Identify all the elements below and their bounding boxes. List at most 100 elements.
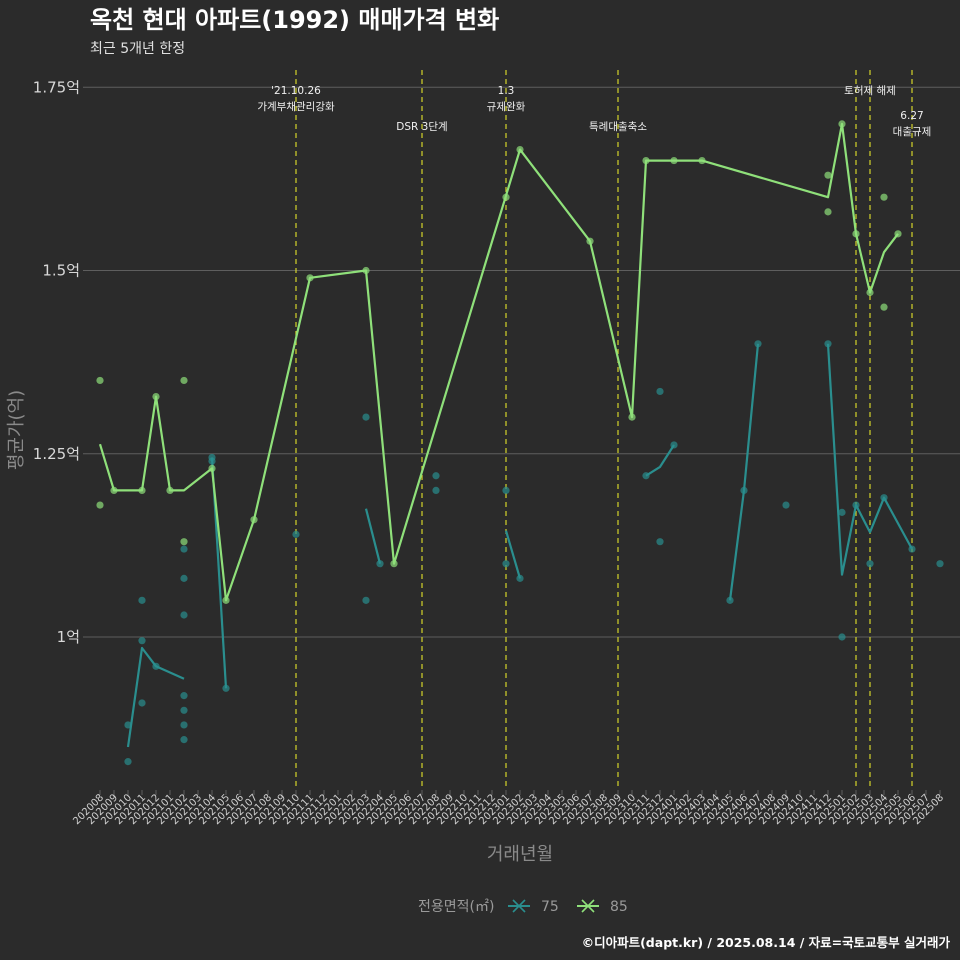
legend-label: 85 (610, 899, 628, 915)
source-caption: ©디아파트(dapt.kr) / 2025.08.14 / 자료=국토교통부 실… (582, 935, 951, 950)
series-line-75 (126, 646, 185, 748)
policy-annotation: 규제완화 (487, 100, 526, 113)
data-point-85 (110, 486, 118, 494)
data-point-85 (222, 596, 230, 604)
policy-annotation: 가계부채관리강화 (257, 101, 335, 113)
data-point-75 (516, 574, 524, 582)
data-point-75 (180, 706, 188, 714)
policy-annotation: 대출규제 (893, 126, 932, 138)
data-point-75 (656, 387, 664, 396)
data-point-75 (838, 508, 846, 516)
series-layer (96, 120, 944, 766)
data-point-85 (96, 376, 104, 385)
data-point-85 (642, 156, 650, 165)
chart-title: 옥천 현대 아파트(1992) 매매가격 변화 (90, 6, 499, 34)
data-point-85 (894, 230, 902, 238)
data-point-75 (208, 457, 216, 465)
data-point-75 (180, 545, 188, 553)
data-point-85 (208, 464, 216, 473)
data-point-75 (292, 530, 300, 538)
data-point-85 (698, 156, 706, 165)
data-point-85 (96, 501, 104, 509)
data-point-85 (852, 230, 860, 238)
x-axis-title: 거래년월 (487, 844, 553, 865)
policy-annotation: 특례대출축소 (589, 121, 647, 133)
policy-annotation: 6.27 (900, 110, 923, 122)
data-point-75 (740, 486, 748, 494)
legend-label: 75 (541, 899, 559, 915)
data-point-75 (432, 472, 440, 480)
data-point-85 (362, 266, 370, 275)
data-point-85 (166, 486, 174, 494)
data-point-75 (180, 736, 188, 744)
data-point-75 (138, 596, 146, 604)
series-line-75 (645, 444, 675, 477)
policy-annotation: 1.3 (498, 85, 515, 97)
data-point-85 (586, 237, 594, 245)
legend: 전용면적(㎡) 75 85 (418, 899, 628, 915)
data-point-75 (880, 494, 888, 502)
legend-swatch-cross (581, 899, 595, 913)
y-tick-label: 1.75억 (33, 78, 80, 96)
legend-items: 75 85 (508, 899, 628, 915)
data-point-75 (180, 721, 188, 729)
series-line-75 (504, 530, 522, 579)
data-point-75 (936, 560, 944, 568)
data-point-75 (502, 560, 510, 568)
data-point-85 (138, 486, 146, 494)
data-point-85 (390, 560, 398, 568)
series-line-75 (826, 343, 913, 576)
data-point-75 (152, 662, 160, 670)
data-point-75 (642, 472, 650, 480)
data-point-75 (124, 721, 132, 729)
chart-subtitle: 최근 5개년 한정 (90, 41, 185, 57)
policy-annotation: '21.10.26 (271, 85, 321, 97)
data-point-85 (516, 145, 524, 154)
series-line-75 (728, 343, 760, 601)
data-point-75 (754, 340, 762, 348)
data-point-75 (852, 501, 860, 509)
data-point-85 (866, 288, 874, 297)
series-line-75 (364, 508, 382, 564)
data-point-75 (726, 596, 734, 604)
policy-annotation: DSR 3단계 (396, 121, 447, 133)
data-point-75 (866, 560, 874, 568)
data-point-75 (670, 441, 678, 449)
data-point-85 (670, 156, 678, 165)
data-point-75 (782, 501, 790, 509)
data-point-85 (824, 171, 832, 179)
data-point-85 (880, 193, 888, 201)
legend-title: 전용면적(㎡) (418, 899, 494, 915)
legend-item-85: 85 (577, 899, 628, 915)
data-point-75 (362, 413, 370, 421)
data-point-75 (138, 699, 146, 707)
data-point-75 (376, 560, 384, 568)
policy-annotation: 토허제 해제 (844, 84, 896, 97)
data-point-75 (362, 596, 370, 604)
data-point-85 (502, 193, 510, 201)
data-point-75 (124, 758, 132, 766)
legend-item-75: 75 (508, 899, 559, 915)
y-tick-label: 1.5억 (42, 262, 80, 280)
data-point-75 (222, 684, 230, 692)
x-ticks: 2020082020092020102020112020122021012021… (71, 790, 946, 827)
data-point-85 (180, 376, 188, 385)
data-point-75 (180, 574, 188, 582)
y-axis-title: 평균가(억) (6, 390, 27, 470)
grid-layer (90, 86, 960, 638)
y-tick-label: 1.25억 (33, 445, 80, 463)
data-point-75 (656, 538, 664, 546)
data-point-85 (838, 120, 846, 128)
data-point-75 (180, 692, 188, 700)
data-point-75 (502, 486, 510, 494)
data-point-75 (908, 545, 916, 553)
data-point-85 (152, 392, 160, 401)
data-point-75 (138, 637, 146, 645)
data-point-75 (432, 486, 440, 494)
data-point-85 (880, 303, 888, 311)
data-point-85 (824, 208, 832, 216)
series-line-85 (98, 122, 899, 602)
y-ticks: 1억 1.25억 1.5억 1.75억 (33, 78, 90, 646)
